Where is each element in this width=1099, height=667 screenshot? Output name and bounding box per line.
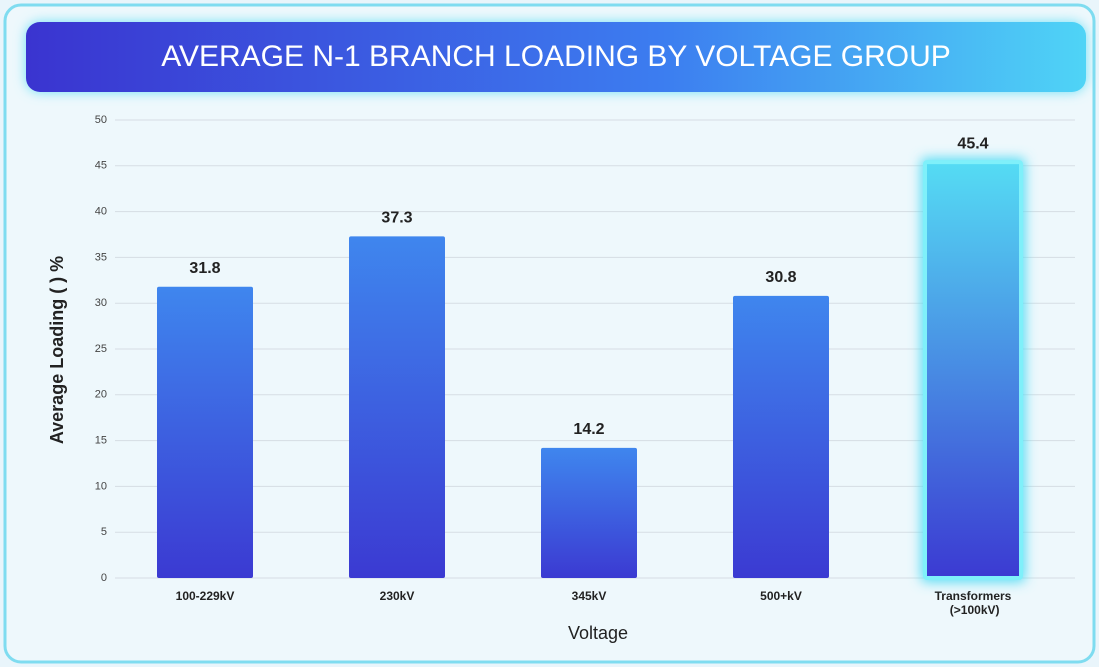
bar — [733, 295, 829, 578]
x-tick-label: 100-229kV — [176, 589, 235, 603]
x-tick-label: 500+kV — [760, 589, 802, 603]
value-label: 30.8 — [765, 269, 796, 286]
chart-title: AVERAGE N-1 BRANCH LOADING BY VOLTAGE GR… — [161, 40, 951, 73]
x-tick-label: Transformers (>100kV) — [935, 589, 1012, 617]
y-tick-label: 25 — [95, 343, 107, 355]
y-tick-label: 15 — [95, 435, 107, 447]
bar — [349, 236, 445, 578]
value-label: 37.3 — [381, 210, 412, 227]
y-tick-label: 5 — [101, 526, 107, 538]
y-tick-label: 35 — [95, 251, 107, 263]
bar — [157, 286, 253, 578]
bar — [541, 447, 637, 578]
banner — [26, 22, 1086, 92]
x-tick-label: 230kV — [380, 589, 415, 603]
y-tick-label: 45 — [95, 160, 107, 172]
y-tick-label: 50 — [95, 114, 107, 126]
plot: 0 5 10 15 20 25 30 35 40 45 50 100-229kV 31.8 230kV 37… — [95, 114, 1075, 617]
x-axis-label: Voltage — [568, 623, 628, 643]
y-tick-label: 20 — [95, 389, 107, 401]
bar — [923, 160, 1023, 581]
y-tick-label: 40 — [95, 206, 107, 218]
y-axis-label: Average Loading ( ) % — [47, 256, 67, 444]
value-label: 45.4 — [957, 135, 988, 152]
y-tick-label: 30 — [95, 297, 107, 309]
y-tick-label: 10 — [95, 480, 107, 492]
value-label: 14.2 — [573, 421, 604, 438]
y-tick-label: 0 — [101, 572, 107, 584]
x-tick-label: 345kV — [572, 589, 607, 603]
value-label: 31.8 — [189, 260, 220, 277]
